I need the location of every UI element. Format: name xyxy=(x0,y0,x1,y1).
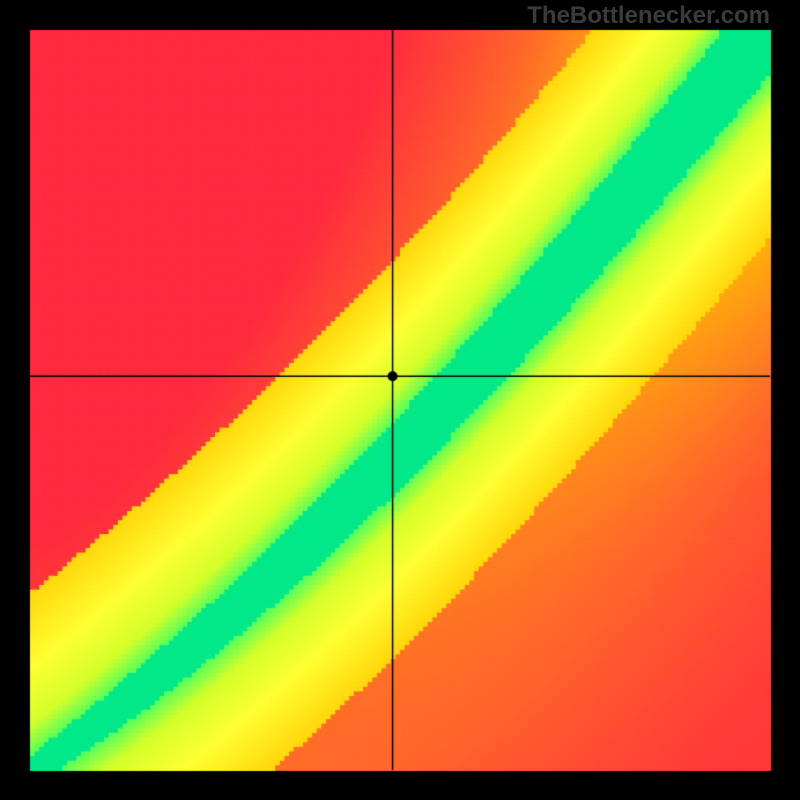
bottleneck-heatmap xyxy=(0,0,800,800)
watermark-label: TheBottlenecker.com xyxy=(527,2,770,30)
chart-container: TheBottlenecker.com xyxy=(0,0,800,800)
